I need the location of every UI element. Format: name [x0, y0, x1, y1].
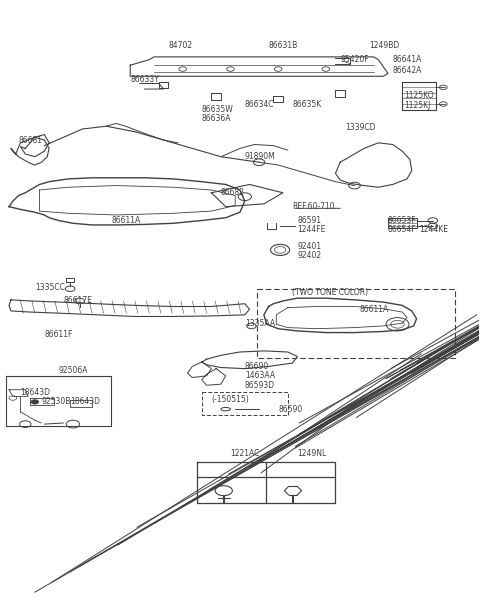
- Text: 86634C: 86634C: [245, 99, 274, 109]
- Text: 86633Y: 86633Y: [130, 75, 159, 83]
- Text: 92506A: 92506A: [59, 366, 88, 375]
- Text: 95420F: 95420F: [340, 55, 369, 64]
- Text: 1249BD: 1249BD: [369, 41, 399, 50]
- Text: 86631B: 86631B: [269, 41, 298, 50]
- Text: 86611F: 86611F: [44, 330, 72, 339]
- Text: 1125KJ: 1125KJ: [404, 101, 431, 110]
- Text: 86681: 86681: [19, 135, 43, 145]
- Text: 92402: 92402: [297, 251, 322, 260]
- Text: 86690: 86690: [245, 362, 269, 371]
- Text: 86611A: 86611A: [360, 305, 388, 314]
- Text: 86635W: 86635W: [202, 105, 234, 114]
- Text: 86682: 86682: [221, 188, 245, 197]
- Text: 86591: 86591: [297, 216, 322, 225]
- Text: 1244KE: 1244KE: [420, 226, 448, 234]
- Text: 1244FE: 1244FE: [297, 226, 325, 234]
- Text: 86636A: 86636A: [202, 115, 231, 123]
- Text: 86617E: 86617E: [63, 297, 92, 305]
- Text: REF.60-710: REF.60-710: [292, 202, 335, 211]
- Text: 86590: 86590: [278, 405, 302, 414]
- Text: 86641A: 86641A: [393, 55, 422, 64]
- Text: 84702: 84702: [168, 41, 192, 50]
- Text: 1335CC: 1335CC: [35, 283, 65, 292]
- Text: 86593D: 86593D: [245, 381, 275, 390]
- Text: 92530B: 92530B: [41, 397, 71, 406]
- Text: 18643D: 18643D: [70, 397, 100, 406]
- Text: 1339CD: 1339CD: [345, 123, 375, 132]
- Text: 1463AA: 1463AA: [245, 371, 275, 380]
- Text: 86642A: 86642A: [393, 66, 422, 75]
- Text: 91890M: 91890M: [245, 152, 276, 161]
- Text: 1125KO: 1125KO: [404, 91, 434, 100]
- Text: 1221AC: 1221AC: [230, 449, 260, 458]
- Text: 86611A: 86611A: [111, 216, 140, 225]
- Text: 86635K: 86635K: [292, 99, 322, 109]
- Text: 1335AA: 1335AA: [245, 319, 275, 327]
- Text: 86654F: 86654F: [388, 226, 417, 234]
- Text: (TWO TONE COLOR): (TWO TONE COLOR): [292, 288, 369, 297]
- Text: 18643D: 18643D: [21, 388, 50, 397]
- Text: (-150515): (-150515): [211, 395, 249, 404]
- Text: 1249NL: 1249NL: [297, 449, 326, 458]
- Text: 92401: 92401: [297, 242, 322, 251]
- Text: 86653F: 86653F: [388, 216, 417, 225]
- Circle shape: [31, 400, 38, 404]
